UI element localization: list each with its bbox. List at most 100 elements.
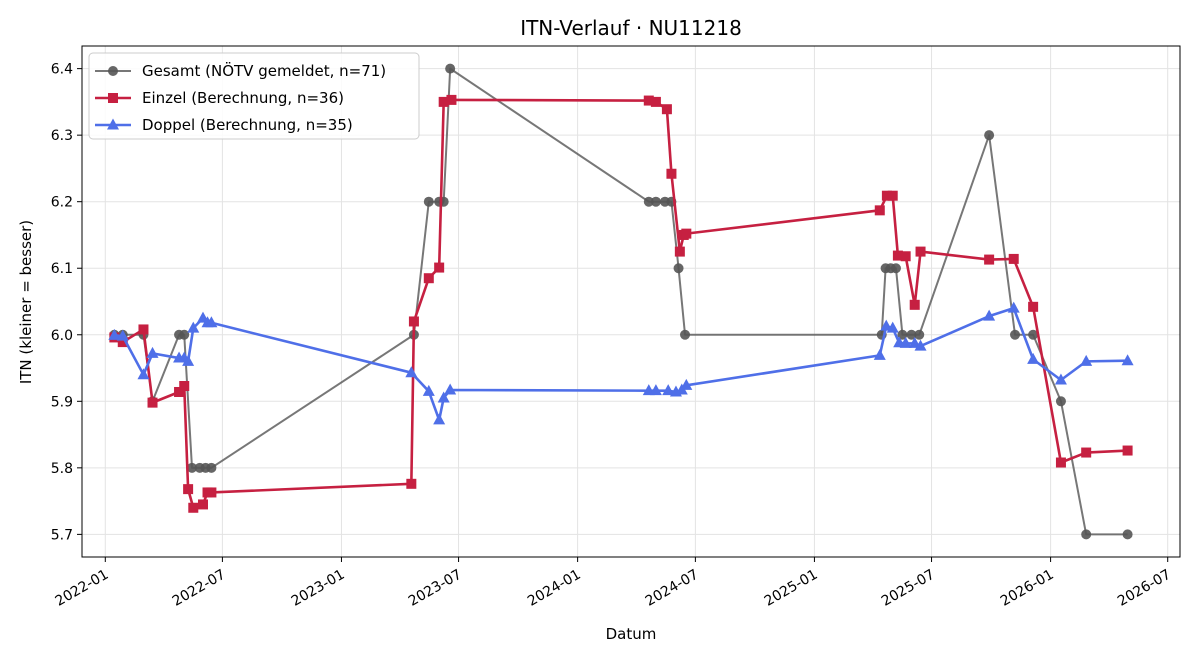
series-line-doppel [114,306,1128,422]
series-einzel [109,94,1133,513]
series-doppel [108,301,1134,425]
data-point-doppel [116,329,129,341]
data-point-einzel [1055,457,1066,468]
data-point-gesamt [673,263,684,274]
x-tick-label: 2022-01 [53,567,112,610]
y-tick-label: 6.1 [51,261,73,277]
data-point-einzel [183,484,194,495]
data-point-einzel [900,251,911,262]
data-point-doppel [873,348,886,360]
data-point-doppel [1080,354,1093,366]
x-tick-label: 2025-01 [762,567,821,610]
data-point-doppel [108,328,121,340]
y-tick-label: 5.9 [51,394,73,410]
data-point-einzel [138,324,149,335]
data-point-gesamt [186,462,197,473]
data-point-einzel [117,337,128,348]
data-point-gesamt [890,263,901,274]
data-point-gesamt [179,329,190,340]
legend: Gesamt (NÖTV gemeldet, n=71) Einzel (Bere… [88,52,420,140]
x-tick-label: 2026-01 [998,567,1057,610]
data-point-gesamt [680,329,691,340]
data-point-einzel [1028,301,1039,312]
x-tick-label: 2023-01 [289,567,348,610]
x-tick-label: 2024-01 [525,567,584,610]
data-point-einzel [188,502,199,513]
axes: 2022-01 2022-07 2023-01 2023-07 2024-01 2024-… [51,62,1174,610]
legend-box [88,52,420,140]
data-point-gesamt [897,329,908,340]
data-point-einzel [174,386,185,397]
data-point-einzel [674,246,685,257]
data-point-einzel [406,478,417,489]
data-point-doppel [899,336,912,348]
data-point-einzel [179,381,190,392]
data-point-doppel [182,354,195,366]
data-point-doppel [422,384,435,396]
data-point-gesamt [1028,329,1039,340]
data-point-einzel [434,262,445,273]
data-point-doppel [1121,354,1134,366]
data-point-doppel [137,368,150,380]
legend-label: Gesamt (NÖTV gemeldet, n=71) [142,61,386,80]
data-point-einzel [984,254,995,265]
series-layer [108,63,1134,540]
data-point-gesamt [423,196,434,207]
data-point-einzel [681,228,692,239]
y-tick-label: 6.2 [51,195,73,211]
x-tick-label: 2025-07 [879,567,938,610]
data-point-doppel [1007,301,1020,313]
data-point-doppel [444,383,457,395]
y-tick-label: 5.8 [51,461,73,477]
x-tick-label: 2022-07 [170,567,229,610]
data-point-gesamt [206,462,217,473]
legend-label: Einzel (Berechnung, n=36) [142,89,344,107]
y-tick-label: 6.3 [51,128,73,144]
data-point-einzel [666,168,677,179]
data-point-einzel [206,487,217,498]
data-point-einzel [446,94,457,105]
data-point-gesamt [1055,396,1066,407]
data-point-gesamt [906,329,917,340]
legend-marker [108,93,118,103]
legend-item-doppel: Doppel (Berechnung, n=35) [95,116,353,134]
data-point-einzel [874,205,885,216]
data-point-doppel [187,321,200,333]
data-point-doppel [1027,352,1040,364]
data-point-gesamt [643,196,654,207]
data-point-einzel [423,273,434,284]
data-point-einzel [643,95,654,106]
x-axis-label: Datum [606,625,657,643]
data-point-doppel [205,316,218,328]
data-point-einzel [1081,447,1092,458]
data-point-einzel [892,250,903,261]
legend-marker [108,66,118,76]
data-point-doppel [649,384,662,396]
y-tick-label: 6.4 [51,62,73,78]
data-point-einzel [661,104,672,115]
legend-item-gesamt: Gesamt (NÖTV gemeldet, n=71) [95,61,386,80]
data-point-einzel [909,299,920,310]
data-point-doppel [662,384,675,396]
data-point-einzel [408,316,419,327]
data-point-doppel [886,321,899,333]
data-point-einzel [1008,253,1019,264]
chart-title: ITN-Verlauf · NU11218 [520,16,742,40]
data-point-einzel [1122,445,1133,456]
data-point-doppel [983,309,996,321]
y-tick-label: 5.7 [51,527,73,543]
data-point-gesamt [1010,329,1021,340]
data-point-doppel [880,319,893,331]
grid [82,46,1180,557]
data-point-einzel [197,499,208,510]
data-point-doppel [405,366,418,378]
data-point-einzel [887,190,898,201]
y-tick-label: 6.0 [51,328,73,344]
data-point-doppel [437,391,450,403]
x-tick-label: 2024-07 [643,567,702,610]
data-point-einzel [881,190,892,201]
legend-label: Doppel (Berechnung, n=35) [142,116,353,134]
data-point-doppel [680,378,693,390]
data-point-einzel [650,96,661,107]
